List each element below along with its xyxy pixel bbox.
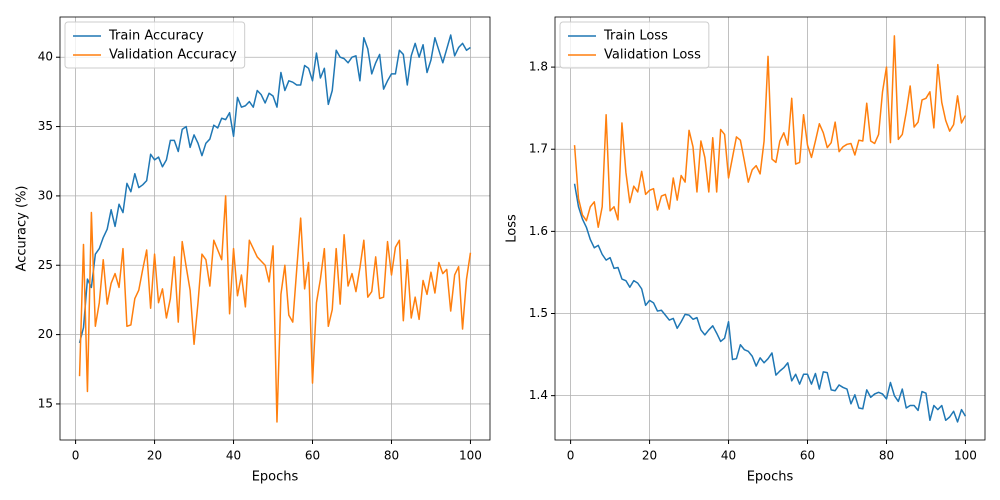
axes-frame <box>59 16 491 441</box>
subplot: 0 20 40 60 80 100 15 20 25 30 35 40 Epochs Accuracy (… <box>15 16 491 485</box>
x-tick-label: 80 <box>879 449 894 463</box>
legend-frame <box>64 21 246 69</box>
data-line <box>78 34 471 344</box>
y-tick-label: 20 <box>38 327 53 341</box>
axes-frame <box>554 16 986 441</box>
y-tick-label: 15 <box>38 396 53 410</box>
data-line <box>573 35 967 229</box>
y-tick-label: 1.6 <box>529 224 548 238</box>
subplot: 0 20 40 60 80 100 1.4 1.5 1.6 1.7 1.8 Epochs Loss Tra… <box>505 16 986 485</box>
y-tick-label: 40 <box>38 50 53 64</box>
legend-label: Validation Loss <box>604 48 701 63</box>
y-axis-label: Loss <box>505 214 520 243</box>
x-tick-label: 60 <box>305 449 320 463</box>
legend: Train Accuracy Validation Accuracy <box>64 21 246 69</box>
data-line <box>573 183 967 423</box>
y-tick-label: 1.8 <box>529 60 548 74</box>
x-tick-label: 20 <box>147 449 162 463</box>
legend-label: Validation Accuracy <box>109 48 237 63</box>
legend-label: Train Loss <box>603 29 668 44</box>
x-tick-label: 0 <box>72 449 80 463</box>
y-tick-label: 35 <box>38 119 53 133</box>
x-tick-label: 40 <box>721 449 736 463</box>
x-axis-label: Epochs <box>252 470 299 485</box>
x-tick-label: 100 <box>954 449 977 463</box>
x-tick-label: 20 <box>642 449 657 463</box>
x-tick-label: 80 <box>384 449 399 463</box>
y-tick-label: 25 <box>38 258 53 272</box>
x-tick-label: 100 <box>459 449 482 463</box>
x-tick-label: 0 <box>567 449 575 463</box>
x-tick-label: 40 <box>226 449 241 463</box>
y-tick-label: 1.4 <box>529 388 548 402</box>
x-tick-label: 60 <box>800 449 815 463</box>
data-line <box>78 195 472 423</box>
y-tick-label: 1.5 <box>529 306 548 320</box>
y-tick-label: 30 <box>38 188 53 202</box>
y-tick-label: 1.7 <box>529 142 548 156</box>
y-axis-label: Accuracy (%) <box>15 186 30 272</box>
x-axis-label: Epochs <box>747 470 794 485</box>
legend: Train Loss Validation Loss <box>559 21 710 69</box>
legend-label: Train Accuracy <box>108 29 204 44</box>
legend-frame <box>559 21 710 69</box>
